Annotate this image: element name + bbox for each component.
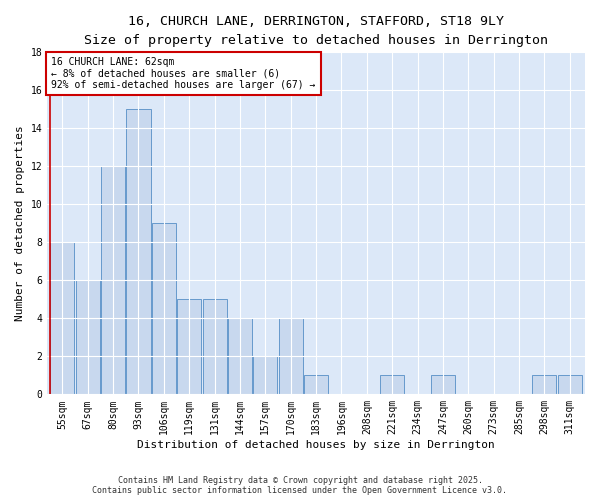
Text: Contains HM Land Registry data © Crown copyright and database right 2025.
Contai: Contains HM Land Registry data © Crown c… [92, 476, 508, 495]
Bar [50, 242, 74, 394]
Bar [177, 300, 201, 394]
Bar [101, 166, 125, 394]
Bar [532, 376, 556, 394]
Bar [127, 110, 151, 395]
Bar [431, 376, 455, 394]
Text: 16 CHURCH LANE: 62sqm
← 8% of detached houses are smaller (6)
92% of semi-detach: 16 CHURCH LANE: 62sqm ← 8% of detached h… [52, 56, 316, 90]
X-axis label: Distribution of detached houses by size in Derrington: Distribution of detached houses by size … [137, 440, 495, 450]
Bar [380, 376, 404, 394]
Y-axis label: Number of detached properties: Number of detached properties [15, 126, 25, 321]
Bar [558, 376, 582, 394]
Bar [278, 318, 303, 394]
Bar [304, 376, 328, 394]
Bar [253, 356, 277, 395]
Bar [228, 318, 252, 394]
Title: 16, CHURCH LANE, DERRINGTON, STAFFORD, ST18 9LY
Size of property relative to det: 16, CHURCH LANE, DERRINGTON, STAFFORD, S… [84, 15, 548, 47]
Bar [152, 224, 176, 394]
Bar [203, 300, 227, 394]
Bar [76, 280, 100, 394]
